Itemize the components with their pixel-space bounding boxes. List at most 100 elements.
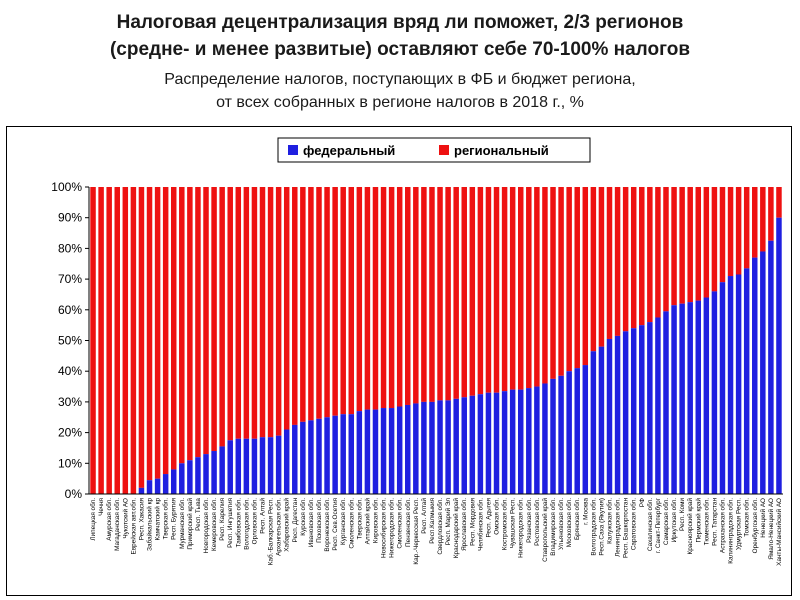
- x-tick-label: Тверская обл.: [355, 498, 363, 540]
- bar-federal: [526, 388, 532, 494]
- bar-federal: [509, 389, 516, 494]
- bar-regional: [655, 187, 661, 318]
- x-tick-label: Смоленская обл.: [347, 498, 355, 549]
- bar-federal: [138, 487, 145, 494]
- bar-regional: [170, 187, 177, 470]
- x-tick-label: Респ. Коми: [679, 498, 686, 531]
- bar-federal: [582, 365, 589, 494]
- bar-regional: [671, 187, 677, 306]
- x-tick-label: Респ. Алтай: [259, 498, 267, 534]
- x-tick-label: Респ. Ингушетия: [227, 497, 234, 547]
- bar-federal: [146, 480, 153, 494]
- bar-federal: [752, 257, 758, 494]
- y-tick-label: 90%: [58, 211, 82, 225]
- bar-federal: [413, 403, 419, 494]
- bar-federal: [388, 408, 395, 494]
- bar-regional: [598, 187, 605, 347]
- x-tick-label: Ульяновская обл.: [557, 498, 565, 550]
- bar-federal: [590, 351, 597, 494]
- bar-regional: [98, 187, 104, 494]
- x-tick-label: Тверская обл.: [162, 498, 170, 540]
- bar-regional: [622, 187, 629, 332]
- y-tick-label: 60%: [58, 303, 82, 317]
- x-tick-label: Нижегородская обл.: [517, 498, 525, 558]
- bar-regional: [501, 187, 508, 392]
- bar-regional: [203, 187, 209, 455]
- x-tick-label: Респ. Алтай: [420, 498, 428, 534]
- x-tick-label: Каб.-Балкарская Респ.: [267, 498, 275, 565]
- bar-regional: [453, 187, 459, 399]
- x-tick-label: Владимирская обл.: [549, 498, 557, 556]
- x-tick-label: Саратовская обл.: [630, 498, 638, 551]
- legend-label-regional: региональный: [454, 143, 549, 158]
- bar-regional: [735, 187, 742, 275]
- bar-federal: [776, 217, 782, 494]
- y-tick-label: 20%: [58, 426, 82, 440]
- bar-federal: [292, 424, 298, 494]
- bar-federal: [356, 411, 363, 494]
- bar-regional: [606, 187, 613, 339]
- bar-regional: [243, 187, 250, 439]
- bar-regional: [283, 187, 290, 430]
- bar-federal: [405, 404, 411, 494]
- bar-regional: [154, 187, 161, 479]
- bar-regional: [517, 187, 524, 390]
- bar-federal: [396, 406, 403, 494]
- bar-federal: [485, 392, 492, 494]
- bar-federal: [630, 328, 637, 494]
- bar-regional: [639, 187, 645, 326]
- y-tick-label: 0%: [65, 487, 83, 501]
- bar-regional: [493, 187, 500, 393]
- bar-regional: [259, 187, 266, 438]
- x-tick-label: Респ.Саха (Якутия): [598, 498, 605, 556]
- x-tick-label: г. Москва: [582, 498, 589, 525]
- bar-federal: [324, 417, 330, 494]
- chart-frame: федеральный региональный 0% 10% 20% 30% 40% 5…: [6, 126, 792, 596]
- bar-regional: [719, 187, 726, 283]
- x-tick-label: Чукотский АО: [121, 498, 129, 539]
- bar-regional: [179, 187, 185, 464]
- bar-regional: [509, 187, 516, 390]
- x-tick-label: Респ. Карелия: [219, 497, 226, 540]
- bar-regional: [380, 187, 387, 409]
- bar-federal: [259, 437, 266, 494]
- bar-regional: [574, 187, 580, 369]
- bar-federal: [300, 421, 306, 494]
- bar-regional: [687, 187, 693, 303]
- x-tick-label: Иркутская обл.: [670, 498, 678, 543]
- bar-federal: [687, 302, 693, 494]
- bar-regional: [114, 187, 120, 494]
- bar-federal: [251, 438, 258, 494]
- bar-regional: [195, 187, 201, 458]
- y-tick-label: 80%: [58, 241, 82, 255]
- bar-regional: [130, 187, 137, 494]
- x-tick-label: Московская обл.: [565, 498, 573, 547]
- bar-federal: [663, 311, 669, 494]
- y-tick-label: 10%: [58, 456, 82, 470]
- bar-federal: [542, 383, 548, 494]
- bar-regional: [146, 187, 153, 481]
- x-tick-label: Респ. Башкортостан: [623, 498, 630, 558]
- x-tick-label: Свердловская обл.: [436, 498, 444, 555]
- x-tick-label: Оренбургская обл.: [751, 498, 759, 554]
- x-tick-label: Орловская обл.: [250, 498, 258, 545]
- bar-regional: [437, 187, 443, 401]
- bar-regional: [324, 187, 330, 418]
- bar-regional: [122, 187, 129, 494]
- bar-federal: [743, 268, 750, 494]
- bar-federal: [768, 240, 774, 494]
- x-tick-label: Ярославская обл.: [460, 498, 468, 551]
- chart-title-line-2: (средне- и менее развитые) оставляют себ…: [109, 39, 691, 60]
- x-tick-label: Респ. Бурятия: [171, 497, 178, 539]
- bar-federal: [517, 389, 524, 494]
- bar-regional: [582, 187, 589, 366]
- bar-federal: [170, 469, 177, 494]
- bar-federal: [437, 400, 443, 494]
- bar-regional: [316, 187, 322, 419]
- bar-regional: [364, 187, 371, 410]
- bar-federal: [445, 400, 451, 494]
- legend-box: [277, 137, 591, 163]
- x-tick-label: Томская обл.: [743, 498, 751, 537]
- x-tick-label: Магаданская обл.: [113, 498, 121, 551]
- bar-federal: [243, 438, 250, 494]
